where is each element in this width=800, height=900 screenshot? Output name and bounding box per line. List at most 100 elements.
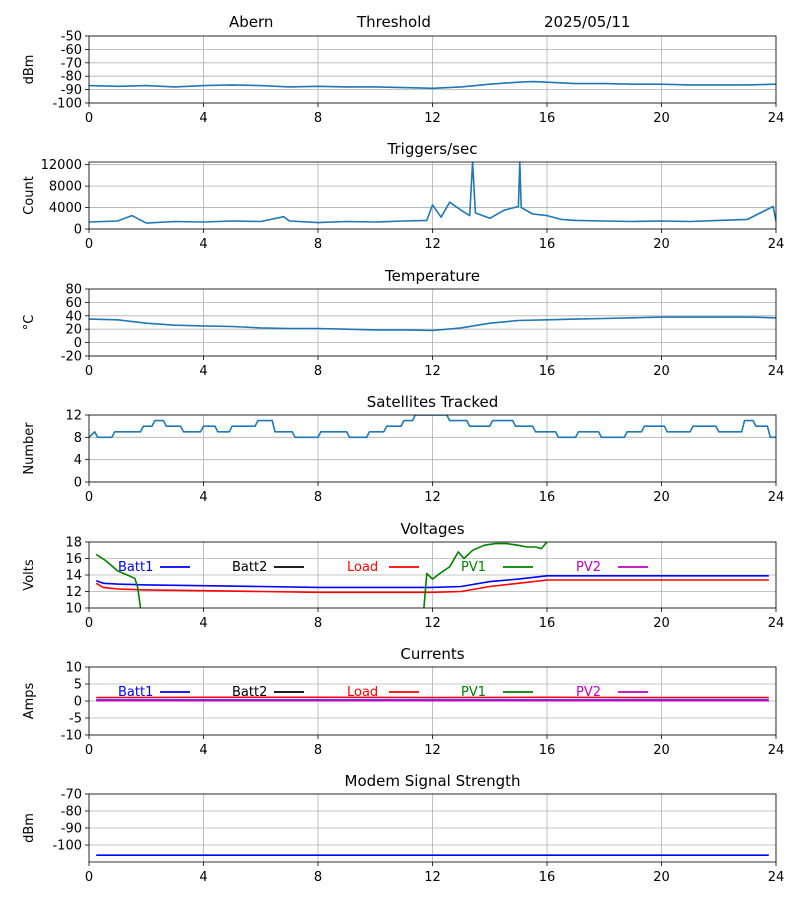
series-line-data <box>89 162 776 224</box>
y-tick-label: -70 <box>61 788 82 803</box>
chart-title: Triggers/sec <box>387 140 478 158</box>
plot-frame <box>88 35 777 104</box>
chart-title: Voltages <box>400 520 464 538</box>
x-tick-label: 24 <box>768 616 785 631</box>
y-tick-label: 4000 <box>49 201 82 216</box>
y-tick-label: -80 <box>61 70 82 85</box>
y-tick-label: 0 <box>74 223 82 238</box>
chart-title: Currents <box>400 645 464 663</box>
x-tick-label: 12 <box>424 870 441 885</box>
x-tick-label: 16 <box>539 364 556 379</box>
x-tick-label: 24 <box>768 364 785 379</box>
plot-frame <box>88 793 777 863</box>
legend-label-batt1: Batt1 <box>118 560 153 575</box>
plot-frame <box>88 161 777 230</box>
plot-frame <box>88 666 777 736</box>
series-line-load <box>95 579 769 594</box>
legend-label-pv1: PV1 <box>461 560 486 575</box>
x-tick-label: 12 <box>424 237 441 252</box>
y-tick-label: -20 <box>61 350 82 365</box>
x-tick-label: 20 <box>653 870 670 885</box>
header-mode: Threshold <box>356 13 431 31</box>
y-axis-label: dBm <box>22 813 37 843</box>
legend-label-pv1: PV1 <box>461 685 486 700</box>
x-tick-label: 20 <box>653 490 670 505</box>
series-line-data <box>89 415 776 439</box>
x-tick-label: 4 <box>199 111 207 126</box>
panel-currents: 0 4 8 12 16 20 24 -10 -5 0 5 10 Currents Amps Batt1 Bat… <box>22 645 784 758</box>
x-tick-label: 4 <box>199 237 207 252</box>
y-tick-label: 60 <box>65 296 82 311</box>
x-tick-label: 24 <box>768 743 785 758</box>
y-tick-label: 4 <box>74 453 82 468</box>
x-tick-label: 24 <box>768 490 785 505</box>
plot-frame <box>88 288 777 357</box>
y-tick-label: 12 <box>65 409 82 424</box>
y-tick-label: -90 <box>61 822 82 837</box>
y-axis-label: Number <box>22 422 37 475</box>
y-tick-label: 16 <box>65 552 82 567</box>
x-tick-label: 20 <box>653 364 670 379</box>
y-tick-label: -100 <box>52 97 82 112</box>
y-tick-label: 20 <box>65 323 82 338</box>
y-tick-label: 0 <box>74 336 82 351</box>
y-tick-label: -100 <box>52 839 82 854</box>
x-tick-label: 16 <box>539 870 556 885</box>
legend-label-load: Load <box>347 685 378 700</box>
y-tick-label: 12 <box>65 585 82 600</box>
y-axis-label: °C <box>22 315 37 331</box>
y-axis-label: Amps <box>22 682 37 719</box>
x-tick-label: 8 <box>314 870 322 885</box>
chart-title: Satellites Tracked <box>367 393 498 411</box>
x-tick-label: 24 <box>768 237 785 252</box>
y-tick-label: 12000 <box>41 158 82 173</box>
legend-label-load: Load <box>347 560 378 575</box>
panel-satellites: 0 4 8 12 16 20 24 0 4 8 12 Satellites Tracked Number <box>22 393 784 505</box>
y-tick-label: 14 <box>65 569 82 584</box>
y-tick-label: 40 <box>65 309 82 324</box>
header-site: Abern <box>229 13 273 31</box>
panel-threshold: 0 4 8 12 16 20 24 -100-90-80-70-60-50 dBm <box>22 30 784 127</box>
y-tick-label: 10 <box>65 602 82 617</box>
y-tick-label: 0 <box>74 695 82 710</box>
x-tick-label: 16 <box>539 237 556 252</box>
y-tick-label: 8 <box>74 431 82 446</box>
y-tick-label: 5 <box>74 678 82 693</box>
y-tick-label: 8000 <box>49 180 82 195</box>
legend-label-batt2: Batt2 <box>232 560 267 575</box>
x-tick-label: 0 <box>85 870 93 885</box>
x-tick-label: 0 <box>85 743 93 758</box>
y-tick-label: -90 <box>61 83 82 98</box>
chart-title: Modem Signal Strength <box>345 772 521 790</box>
y-tick-label: 0 <box>74 476 82 491</box>
x-tick-label: 16 <box>539 616 556 631</box>
x-tick-label: 12 <box>424 364 441 379</box>
x-tick-label: 8 <box>314 490 322 505</box>
x-tick-label: 4 <box>199 616 207 631</box>
x-tick-label: 24 <box>768 111 785 126</box>
x-tick-label: 0 <box>85 490 93 505</box>
legend-label-pv2: PV2 <box>576 560 601 575</box>
legend-label-batt2: Batt2 <box>232 685 267 700</box>
x-tick-label: 16 <box>539 490 556 505</box>
x-tick-label: 4 <box>199 364 207 379</box>
plot-frame <box>88 414 777 483</box>
panel-modem: 0 4 8 12 16 20 24 -100 -90 -80 -70 Modem Signal Str… <box>22 772 784 885</box>
x-tick-label: 8 <box>314 364 322 379</box>
x-tick-label: 0 <box>85 364 93 379</box>
y-axis-label: Count <box>22 176 37 215</box>
x-tick-label: 20 <box>653 616 670 631</box>
plot-frame <box>88 541 777 609</box>
y-tick-label: 10 <box>65 661 82 676</box>
y-tick-label: -60 <box>61 43 82 58</box>
series-line-data <box>89 316 776 332</box>
chart-title: Temperature <box>384 267 480 285</box>
x-tick-label: 0 <box>85 616 93 631</box>
x-tick-label: 4 <box>199 870 207 885</box>
x-tick-label: 24 <box>768 870 785 885</box>
y-axis-label: Volts <box>22 559 37 591</box>
y-tick-label: -70 <box>61 56 82 71</box>
series-line-pv1 <box>95 553 142 608</box>
